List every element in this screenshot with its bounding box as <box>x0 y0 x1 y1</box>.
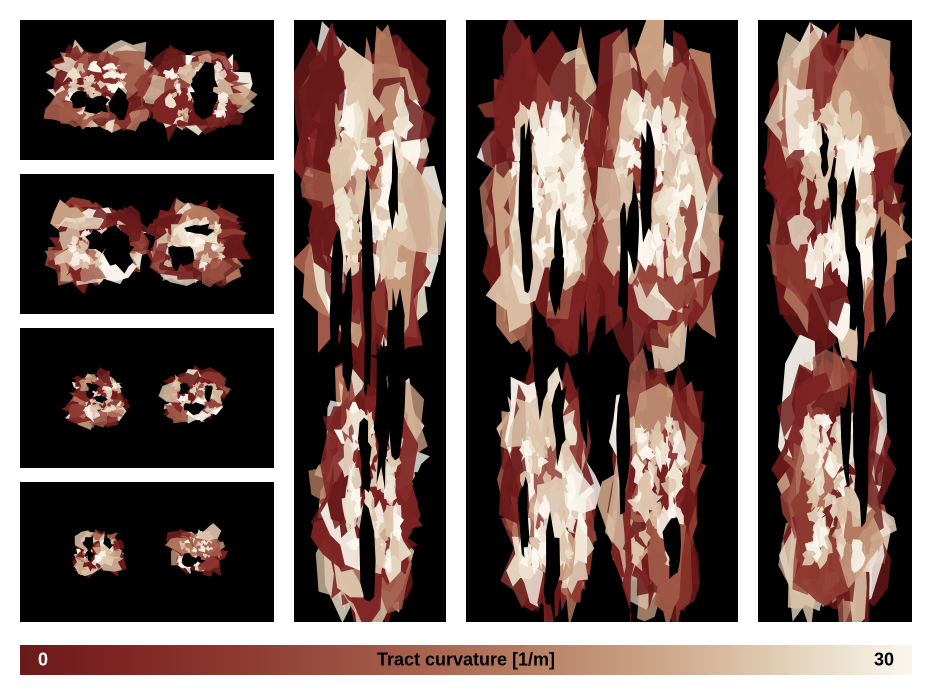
colorbar-min-label: 0 <box>38 650 48 671</box>
colorbar-title: Tract curvature [1/m] <box>377 650 555 671</box>
panel-axial-3 <box>20 328 274 468</box>
panel-axial-4 <box>20 482 274 622</box>
panel-axial-2 <box>20 174 274 314</box>
figure-canvas: 0 Tract curvature [1/m] 30 <box>0 0 932 700</box>
panel-sagittal-2 <box>758 20 912 622</box>
colorbar-max-label: 30 <box>874 650 894 671</box>
colorbar: 0 Tract curvature [1/m] 30 <box>20 645 912 675</box>
panel-coronal <box>466 20 738 622</box>
panel-sagittal-1 <box>294 20 446 622</box>
panel-axial-1 <box>20 20 274 160</box>
